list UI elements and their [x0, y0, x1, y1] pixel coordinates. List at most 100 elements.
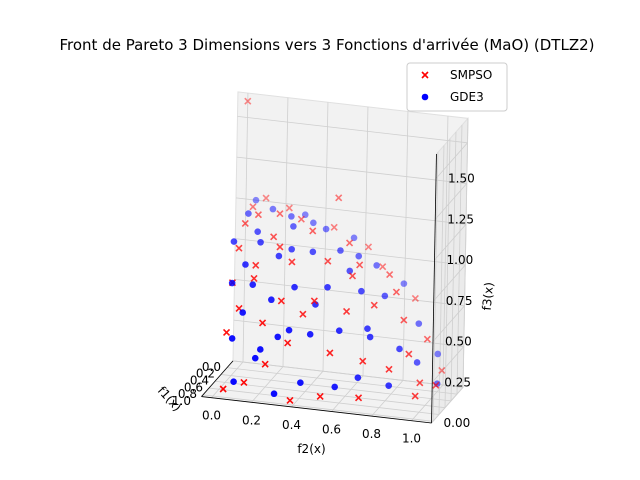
gde3-point: [288, 213, 295, 220]
y-tick-label: 0.6: [322, 423, 341, 437]
z-axis-line: [431, 154, 437, 424]
gde3-point: [335, 327, 343, 334]
gde3-point: [252, 196, 260, 204]
gridline-back-vertical: [442, 116, 449, 386]
y-tick-label: 0.0: [202, 409, 221, 423]
smpso-point: [270, 233, 278, 241]
gde3-point: [373, 262, 380, 269]
smpso-point-stroke: [359, 357, 367, 365]
gde3-point: [324, 283, 331, 291]
gridline-side-vertical: [438, 145, 445, 415]
smpso-point-stroke: [392, 288, 400, 296]
smpso-point-stroke: [324, 257, 332, 265]
smpso-point-stroke: [330, 223, 338, 231]
gridline-side-horizontal: [435, 142, 468, 179]
smpso-point-stroke: [364, 243, 373, 251]
x-tick-label: 0.0: [202, 360, 221, 374]
smpso-point: [335, 194, 343, 202]
smpso-point: [262, 194, 270, 202]
gde3-point: [257, 346, 264, 353]
gridline-floor-y: [371, 380, 404, 417]
smpso-point-stroke: [235, 304, 243, 313]
gde3-point: [242, 261, 249, 268]
gde3-point: [358, 287, 365, 295]
smpso-point-stroke: [379, 263, 387, 271]
gridline-back-horizontal: [235, 238, 466, 266]
smpso-point-stroke: [261, 360, 269, 368]
smpso-point-stroke: [277, 297, 285, 305]
gridline-back-horizontal: [235, 197, 467, 225]
x-tick-label: 0.2: [196, 367, 215, 381]
gridline-floor-y: [291, 370, 324, 408]
gde3-point: [413, 359, 421, 366]
smpso-point-stroke: [405, 350, 413, 358]
smpso-point-stroke: [326, 349, 334, 357]
smpso-point-stroke: [345, 239, 354, 247]
y-tick-label: 0.8: [362, 427, 381, 441]
gde3-point: [274, 333, 282, 341]
smpso-point: [379, 263, 387, 271]
gridline-floor-x: [232, 360, 464, 388]
legend-box: [406, 62, 508, 112]
gridline-side-vertical: [444, 138, 451, 408]
smpso-point-stroke: [370, 301, 378, 309]
gridline-floor-x: [214, 380, 446, 409]
x-tick-label: 0.4: [190, 373, 209, 387]
y-axis-line: [201, 396, 432, 424]
smpso-point-stroke: [285, 204, 293, 212]
smpso-point: [405, 350, 413, 358]
smpso-point-stroke: [416, 379, 424, 387]
gridline-back-vertical: [282, 97, 289, 367]
gridline-back-horizontal: [237, 115, 468, 144]
smpso-point: [330, 223, 338, 231]
gridline-floor-x: [226, 367, 458, 395]
smpso-point: [354, 394, 363, 402]
gridline-side-vertical: [450, 131, 457, 401]
gridline-back-horizontal: [236, 156, 467, 184]
z-tick-label: 0.25: [444, 375, 471, 389]
gde3-point: [306, 331, 314, 338]
smpso-point-stroke: [276, 243, 284, 251]
smpso-point-stroke: [235, 244, 243, 252]
smpso-point-stroke: [335, 194, 343, 202]
smpso-point-stroke: [270, 233, 278, 241]
legend-marker-gde3: [421, 93, 429, 101]
smpso-point-stroke: [411, 392, 419, 400]
smpso-point: [385, 365, 393, 373]
smpso-point: [276, 210, 284, 218]
smpso-point: [250, 274, 258, 282]
gridline-side-horizontal: [431, 387, 464, 424]
legend-marker-smpso: [421, 71, 429, 79]
smpso-point-stroke: [262, 194, 270, 202]
smpso-point: [252, 261, 260, 269]
gridline-side-horizontal: [431, 346, 465, 383]
smpso-point: [277, 297, 285, 305]
smpso-point-stroke: [258, 319, 267, 327]
smpso-point-stroke: [252, 261, 260, 269]
gde3-point: [415, 320, 423, 327]
gde3-point: [364, 325, 371, 332]
gde3-point: [309, 248, 317, 256]
gde3-point: [366, 333, 374, 341]
smpso-point-stroke: [240, 378, 248, 387]
gde3-point: [230, 238, 238, 245]
smpso-point: [299, 310, 307, 318]
smpso-point-stroke: [364, 243, 373, 251]
gde3-point: [268, 296, 275, 304]
smpso-point: [326, 349, 334, 357]
smpso-point: [235, 244, 243, 252]
smpso-point-stroke: [284, 339, 292, 347]
gridline-side-vertical: [456, 125, 463, 395]
smpso-point: [386, 270, 394, 279]
gridline-back-vertical: [242, 93, 249, 363]
smpso-point: [392, 288, 400, 296]
smpso-point: [423, 335, 431, 343]
gridline-floor-x: [208, 387, 440, 415]
gde3-point: [228, 279, 236, 287]
gde3-point: [257, 238, 264, 246]
smpso-point: [258, 319, 267, 327]
smpso-point-stroke: [342, 307, 351, 316]
smpso-point-stroke: [411, 294, 419, 302]
legend-label-gde3: GDE3: [450, 90, 484, 104]
smpso-point-stroke: [285, 204, 293, 212]
